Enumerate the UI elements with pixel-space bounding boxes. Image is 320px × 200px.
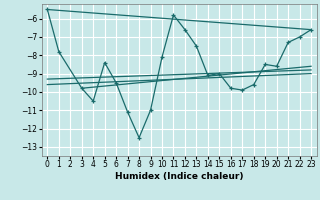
X-axis label: Humidex (Indice chaleur): Humidex (Indice chaleur) xyxy=(115,172,244,181)
